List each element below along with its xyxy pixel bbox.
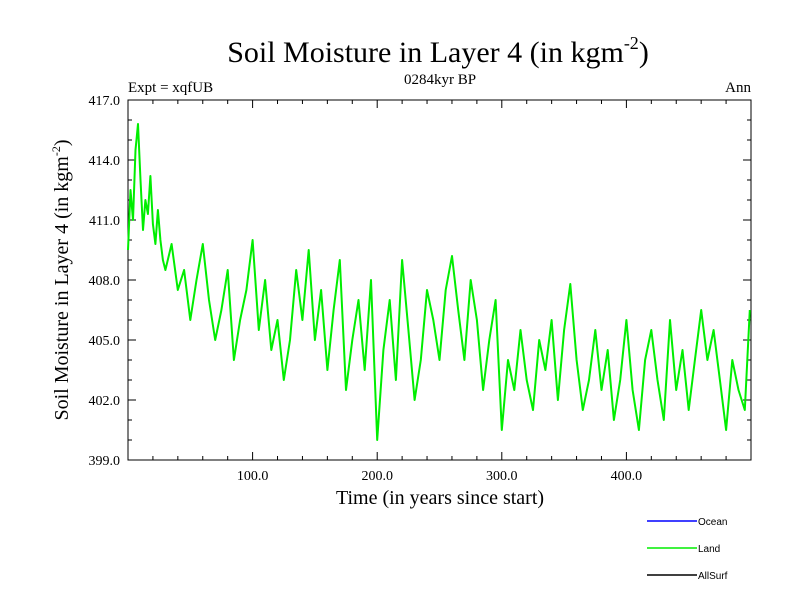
y-tick-label: 408.0 (89, 274, 121, 289)
y-axis-label: Soil Moisture in Layer 4 (in kgm-2) (49, 139, 73, 420)
y-tick-label: 414.0 (89, 154, 121, 169)
y-tick-label: 399.0 (89, 454, 121, 469)
x-tick-label: 200.0 (361, 469, 393, 484)
x-tick-label: 100.0 (237, 469, 269, 484)
y-tick-label: 402.0 (89, 394, 121, 409)
chart-title-tail: ) (639, 36, 649, 69)
legend-label-allsurf: AllSurf (698, 571, 728, 582)
subtitle-center: 0284kyr BP (404, 72, 476, 88)
x-axis-label: Time (in years since start) (336, 487, 544, 509)
y-tick-label: 405.0 (89, 334, 121, 349)
chart-title-sup: -2 (624, 33, 639, 53)
legend: Ocean Land AllSurf (647, 517, 728, 582)
series-group (127, 123, 751, 441)
legend-label-land: Land (698, 544, 720, 555)
x-tick-label: 300.0 (486, 469, 518, 484)
y-tick-label: 411.0 (89, 214, 120, 229)
x-tick-label: 400.0 (611, 469, 643, 484)
subtitle-left: Expt = xqfUB (128, 80, 213, 96)
y-tick-label: 417.0 (89, 94, 121, 109)
x-axis-ticks: 100.0 200.0 300.0 400.0 (152, 100, 727, 484)
subtitle-right: Ann (725, 80, 751, 96)
plot-frame (127, 99, 752, 461)
legend-label-ocean: Ocean (698, 517, 727, 528)
y-axis-label-tail: ) (51, 139, 73, 146)
series-line-land (127, 123, 751, 441)
y-axis-label-sup: -2 (49, 146, 63, 156)
y-axis-ticks: 399.0 402.0 405.0 408.0 411.0 414.0 417.0 (89, 94, 751, 469)
chart-title: Soil Moisture in Layer 4 (in kgm-2) (227, 33, 649, 69)
